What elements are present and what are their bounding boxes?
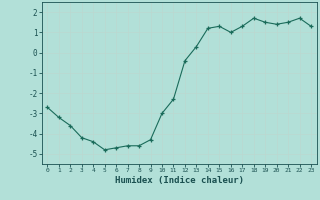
X-axis label: Humidex (Indice chaleur): Humidex (Indice chaleur) <box>115 176 244 185</box>
